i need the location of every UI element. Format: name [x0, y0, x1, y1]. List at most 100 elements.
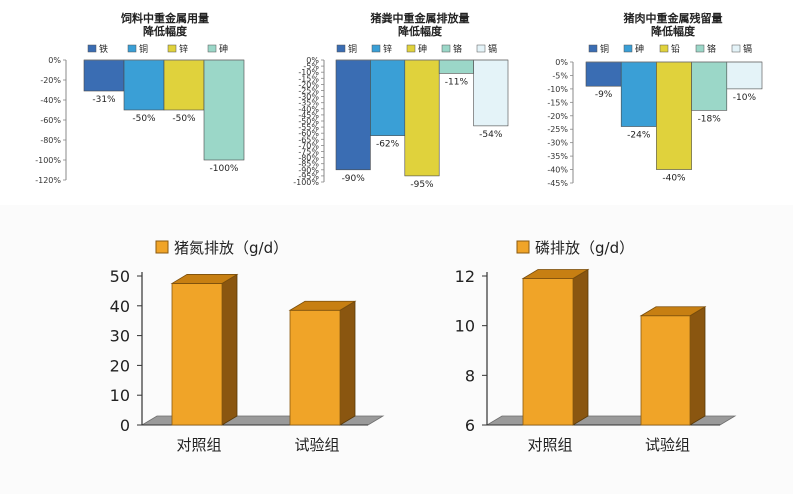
bar-value-label: -100%	[210, 164, 239, 174]
legend-label-铬: 铬	[707, 43, 716, 55]
y-tick-label: -30%	[547, 139, 568, 148]
bar-value-label: -18%	[698, 114, 722, 124]
bar-铬	[438, 59, 474, 74]
bar-试验组	[640, 315, 691, 426]
bar-试验组	[289, 309, 341, 426]
legend-swatch	[155, 240, 169, 254]
bar-value-label: -62%	[376, 140, 400, 150]
y-tick-label: -5%	[552, 71, 568, 80]
bar-value-label: -50%	[172, 114, 196, 124]
legend-swatch-镉	[476, 44, 486, 53]
y-tick-label: 40	[110, 297, 130, 316]
y-tick-label: -100%	[293, 178, 319, 187]
legend-label: 磷排放（g/d）	[535, 239, 634, 257]
bar-value-label: -54%	[479, 130, 503, 140]
legend-label-铜: 铜	[600, 43, 609, 55]
bar-砷	[404, 59, 440, 177]
y-tick-label: -55%	[298, 123, 319, 132]
y-tick-label: -45%	[298, 111, 319, 120]
y-tick-label: 6	[465, 416, 475, 435]
legend-label-砷: 砷	[219, 44, 228, 55]
y-tick-label: 8	[465, 366, 475, 385]
bar-铅	[656, 61, 692, 170]
y-tick-label: -30%	[298, 93, 319, 102]
y-tick-label: -25%	[547, 125, 568, 134]
bar-铬	[691, 61, 728, 111]
bar-side-对照组	[572, 268, 589, 426]
legend-swatch-锌	[371, 44, 381, 53]
bar-side-试验组	[689, 306, 706, 426]
legend-swatch-铁	[87, 44, 97, 53]
y-tick-label: -20%	[298, 80, 319, 89]
bar-value-label: -50%	[132, 114, 156, 124]
y-tick-label: -10%	[547, 85, 568, 94]
bar-side-试验组	[339, 300, 356, 426]
y-tick-label: -80%	[40, 136, 61, 145]
bar-铜	[585, 61, 622, 87]
y-tick-label: -50%	[298, 117, 319, 126]
chart-title: 猪粪中重金属排放量	[370, 11, 470, 25]
legend-swatch-铅	[659, 44, 669, 53]
y-tick-label: -90%	[298, 166, 319, 175]
y-tick-label: -120%	[35, 176, 61, 185]
legend-swatch-镉	[731, 44, 741, 53]
legend-label-镉: 镉	[488, 43, 497, 55]
legend-swatch-铜	[588, 44, 598, 53]
y-tick-label: -35%	[547, 152, 568, 161]
legend-swatch	[516, 240, 530, 254]
legend-label-锌: 锌	[383, 43, 392, 55]
bar-铜	[335, 59, 371, 171]
y-tick-label: -65%	[298, 135, 319, 144]
bar-砷	[620, 61, 657, 127]
bar-锌	[163, 59, 205, 111]
y-tick-label: -20%	[40, 76, 61, 85]
y-tick-label: 10	[455, 317, 475, 336]
y-tick-label: -75%	[298, 148, 319, 157]
y-tick-label: 0%	[48, 56, 61, 65]
x-tick-label: 试验组	[294, 436, 339, 454]
y-tick-label: 0%	[555, 58, 568, 67]
y-tick-label: -25%	[298, 87, 319, 96]
y-tick-label: -15%	[298, 74, 319, 83]
y-tick-label: -35%	[298, 99, 319, 108]
bar-value-label: -24%	[627, 131, 651, 141]
y-tick-label: -45%	[547, 179, 568, 188]
bar-铜	[123, 59, 165, 111]
chart-subtitle: 降低幅度	[398, 24, 443, 38]
bar-value-label: -9%	[595, 90, 613, 100]
y-tick-label: 0%	[306, 56, 319, 65]
y-tick-label: -5%	[303, 62, 319, 71]
y-tick-label: -60%	[298, 129, 319, 138]
y-tick-label: 20	[110, 356, 130, 375]
legend-label-铜: 铜	[139, 43, 148, 55]
x-tick-label: 试验组	[645, 436, 690, 454]
y-tick-label: 0	[120, 416, 130, 435]
y-tick-label: -40%	[547, 166, 568, 175]
reduction-chart-2: 猪粪中重金属排放量降低幅度铜锌砷铬镉0%-5%-10%-15%-20%-25%-…	[293, 11, 509, 190]
legend-swatch-铬	[441, 44, 451, 53]
y-tick-label: -60%	[40, 116, 61, 125]
legend-swatch-锌	[167, 44, 177, 53]
x-tick-label: 对照组	[176, 436, 221, 454]
legend-label-铁: 铁	[99, 43, 108, 55]
bar-铁	[83, 59, 125, 92]
bar-对照组	[522, 278, 574, 426]
legend-swatch-砷	[406, 44, 416, 53]
bar-砷	[203, 59, 245, 161]
bar-value-label: -95%	[410, 180, 434, 190]
bar-value-label: -10%	[733, 93, 757, 103]
y-tick-label: 30	[110, 327, 130, 346]
legend-label-铅: 铅	[671, 43, 680, 55]
bar-top-试验组	[639, 306, 707, 317]
y-tick-label: -20%	[547, 112, 568, 121]
y-tick-label: -95%	[298, 172, 319, 181]
y-tick-label: -10%	[298, 68, 319, 77]
legend-label-锌: 锌	[179, 43, 188, 55]
bar-top-对照组	[170, 274, 239, 284]
chart-title: 饲料中重金属用量	[120, 11, 209, 25]
emission-chart-2: 磷排放（g/d） 6 8 10 12 对照组 试验组	[455, 239, 737, 454]
chart-subtitle: 降低幅度	[143, 24, 188, 38]
